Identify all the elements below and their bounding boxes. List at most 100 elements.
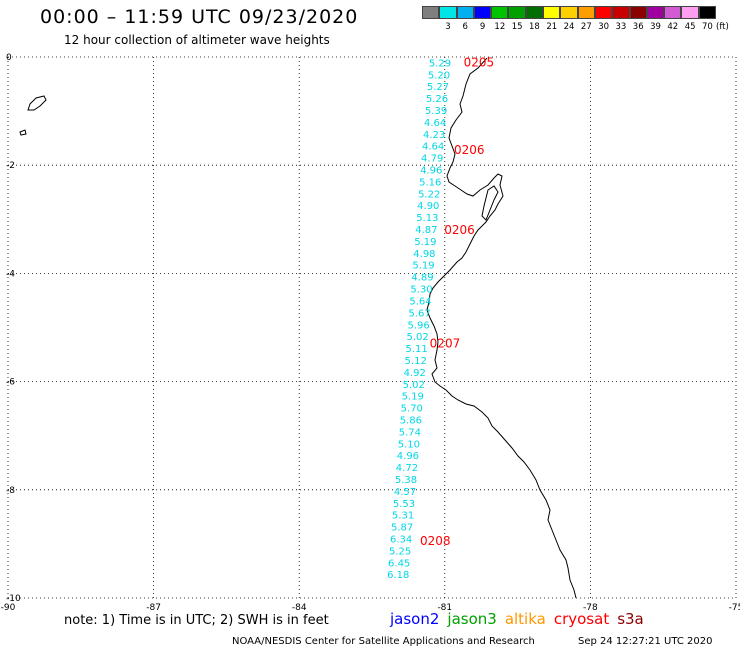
- lat-tick-label: -8: [6, 486, 15, 496]
- color-scale-label: 39: [650, 22, 661, 32]
- wave-height-value: 4.79: [421, 154, 443, 165]
- map-title: 00:00 – 11:59 UTC 09/23/2020: [40, 6, 359, 28]
- color-scale-label: 6: [462, 22, 468, 32]
- color-scale-label: 45: [684, 22, 696, 32]
- lon-tick-label: -90: [1, 603, 16, 613]
- color-scale-cell: [473, 6, 492, 19]
- wave-height-value: 5.12: [405, 356, 427, 367]
- wave-height-value: 5.64: [409, 296, 431, 307]
- color-scale-label: 42: [667, 22, 679, 32]
- wave-height-value: 4.23: [423, 130, 445, 141]
- color-scale-cell: [646, 6, 665, 19]
- lon-tick-label: -84: [292, 603, 307, 613]
- wave-height-value: 5.67: [408, 308, 430, 319]
- wave-height-value: 5.13: [416, 213, 438, 224]
- galapagos-island-isabela: [27, 95, 47, 111]
- color-scale-label: 70: [701, 22, 713, 32]
- wave-height-value: 4.72: [396, 463, 418, 474]
- color-scale-label: 36: [632, 22, 644, 32]
- color-scale-label: 15: [511, 22, 523, 32]
- wave-height-value: 5.86: [400, 415, 422, 426]
- credit-text: NOAA/NESDIS Center for Satellite Applica…: [232, 636, 535, 647]
- lon-tick-label: -81: [437, 603, 452, 613]
- wave-height-value: 5.31: [392, 511, 414, 522]
- axis-labels: -90 -87 -84 -81 -78 -75 0 -2 -4 -6 -8 -10: [1, 53, 740, 613]
- time-label: 0206: [454, 143, 485, 157]
- color-scale-label: 12: [494, 22, 506, 32]
- map-subtitle: 12 hour collection of altimeter wave hei…: [64, 33, 330, 47]
- color-scale-label: 30: [598, 22, 610, 32]
- wave-height-value: 4.90: [417, 201, 439, 212]
- lat-tick-label: -6: [6, 378, 15, 388]
- wave-height-value: 5.02: [403, 380, 425, 391]
- map-grid: [7, 56, 737, 599]
- wave-height-value: 4.92: [404, 368, 426, 379]
- color-scale-label: 9: [479, 22, 486, 32]
- color-scale-cell: [594, 6, 613, 19]
- color-scale-label: 3: [445, 22, 451, 32]
- wave-height-value: 6.34: [390, 534, 412, 545]
- wave-height-value: 4.96: [397, 451, 419, 462]
- color-scale-cell: [612, 6, 630, 19]
- color-scale-cell: [681, 6, 699, 19]
- time-label: 0208: [420, 534, 451, 548]
- wave-height-value: 5.29: [429, 58, 451, 69]
- color-scale-bar: [422, 6, 717, 19]
- wave-height-value: 5.19: [414, 237, 436, 248]
- wave-height-value: 5.02: [406, 332, 428, 343]
- wave-height-value: 4.96: [420, 166, 442, 177]
- color-scale-label: 27: [580, 22, 592, 32]
- wave-height-value: 5.16: [419, 177, 441, 188]
- wave-height-value: 5.26: [426, 94, 448, 105]
- wave-height-value: 4.89: [411, 273, 433, 284]
- lat-tick-label: 0: [6, 53, 12, 63]
- color-scale-cell: [560, 6, 578, 19]
- time-label: 0207: [430, 337, 461, 351]
- wave-height-value: 4.87: [415, 225, 437, 236]
- footer-note: note: 1) Time is in UTC; 2) SWH is in fe…: [64, 613, 329, 628]
- legend-jason3: jason3: [447, 610, 497, 628]
- color-scale-label: 33: [615, 22, 627, 32]
- wave-height-value: 5.25: [389, 546, 411, 557]
- wave-height-value: 5.87: [391, 523, 413, 534]
- wave-height-value: 5.19: [412, 261, 434, 272]
- lon-tick-label: -87: [146, 603, 161, 613]
- color-scale-unit: (ft): [716, 22, 729, 32]
- color-scale-cell: [543, 6, 561, 19]
- color-scale-label: 24: [563, 22, 575, 32]
- wave-height-value: 4.57: [394, 487, 416, 498]
- time-label: 0206: [444, 223, 475, 237]
- wave-height-value: 6.45: [388, 558, 410, 569]
- lon-tick-label: -78: [583, 603, 598, 613]
- color-scale-cell: [491, 6, 509, 19]
- color-scale-cell: [698, 6, 717, 19]
- generation-timestamp: Sep 24 12:27:21 UTC 2020: [578, 636, 713, 647]
- legend-jason2: jason2: [390, 610, 440, 628]
- wave-height-value: 5.74: [399, 427, 421, 438]
- color-scale-cell: [525, 6, 544, 19]
- coastline: [19, 57, 577, 599]
- coastline-gulf-island: [481, 185, 499, 221]
- wave-height-value: 5.22: [418, 189, 440, 200]
- wave-height-value: 5.38: [395, 475, 417, 486]
- color-scale-label: 21: [546, 22, 558, 32]
- lon-tick-label: -75: [729, 603, 740, 613]
- wave-height-value: 5.96: [407, 320, 429, 331]
- time-label: 0205: [464, 55, 495, 69]
- color-scale-cell: [508, 6, 526, 19]
- wave-height-value: 5.10: [398, 439, 420, 450]
- lat-tick-label: -2: [6, 161, 15, 171]
- color-scale-cell: [422, 6, 440, 19]
- wave-height-value: 5.30: [410, 285, 432, 296]
- wave-height-value: 6.18: [387, 570, 409, 581]
- satellite-legend: jason2 jason3 altika cryosat s3a: [390, 610, 652, 628]
- wave-height-value: 4.64: [424, 118, 446, 129]
- color-scale-cell: [456, 6, 474, 19]
- wave-height-value: 4.98: [413, 249, 435, 260]
- wave-height-value: 5.20: [428, 70, 450, 81]
- color-scale-cell: [664, 6, 682, 19]
- lat-tick-label: -4: [6, 269, 15, 279]
- color-scale-cell: [439, 6, 457, 19]
- wave-height-value: 4.64: [422, 142, 444, 153]
